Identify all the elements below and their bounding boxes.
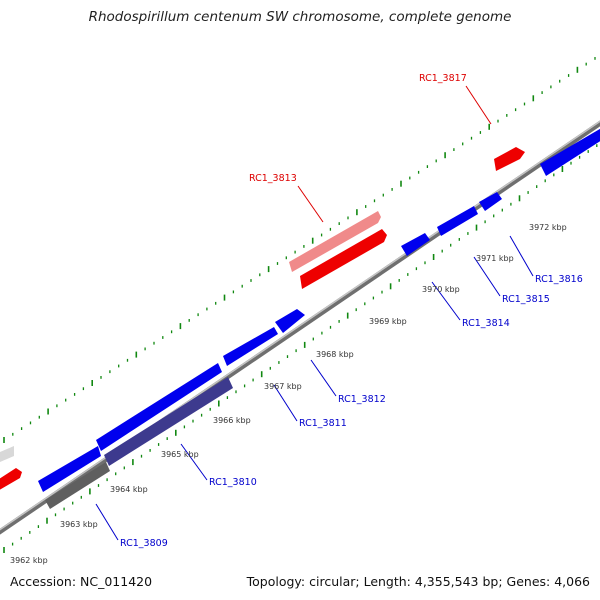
gene-rc1-3816-a[interactable] <box>479 192 502 211</box>
gene-label-rc1-3815[interactable]: RC1_3815 <box>502 294 550 305</box>
scale-label: 3962 kbp <box>10 556 48 565</box>
genome-summary-text: Topology: circular; Length: 4,355,543 bp… <box>246 574 590 589</box>
leader-line <box>95 503 119 541</box>
scale-label: 3967 kbp <box>264 382 302 391</box>
gene-rc1-3815[interactable] <box>437 206 478 236</box>
scale-labels: 3962 kbp 3963 kbp 3964 kbp 3965 kbp 3966… <box>10 223 567 565</box>
gene-rc1-3810-a[interactable] <box>38 446 101 492</box>
gene-rc1-3816-b[interactable] <box>540 126 600 176</box>
scale-label: 3970 kbp <box>422 285 460 294</box>
gene-label-rc1-3814[interactable]: RC1_3814 <box>462 318 510 329</box>
scale-label: 3963 kbp <box>60 520 98 529</box>
leader-line <box>273 384 298 422</box>
scale-label: 3972 kbp <box>529 223 567 232</box>
gene-label-rc1-3811[interactable]: RC1_3811 <box>299 418 347 429</box>
leader-line <box>431 281 461 321</box>
gene-rc1-3813-light[interactable] <box>289 211 381 272</box>
map-title: Rhodospirillum centenum SW chromosome, c… <box>88 9 512 25</box>
accession-text: Accession: NC_011420 <box>10 574 153 589</box>
gene-label-rc1-3813[interactable]: RC1_3813 <box>249 173 297 184</box>
gene-label-rc1-3816[interactable]: RC1_3816 <box>535 274 583 285</box>
leader-line <box>509 235 534 277</box>
leader-line <box>465 85 492 125</box>
forward-gene-track <box>0 147 525 492</box>
gene-label-rc1-3809[interactable]: RC1_3809 <box>120 538 168 549</box>
backbone-highlight <box>0 120 600 531</box>
gene-label-rc1-3810[interactable]: RC1_3810 <box>209 477 257 488</box>
gene-rc1-3810-dark[interactable] <box>104 377 233 466</box>
scale-label: 3969 kbp <box>369 317 407 326</box>
gene-rc1-3813[interactable] <box>300 229 387 289</box>
reverse-gene-track <box>38 126 600 509</box>
gene-feature-left-red[interactable] <box>0 468 22 492</box>
gene-rc1-3810-b[interactable] <box>96 363 222 451</box>
upper-tick-track <box>3 57 596 443</box>
gene-rc1-3809[interactable] <box>45 462 110 509</box>
leader-line <box>180 443 208 481</box>
gene-label-rc1-3812[interactable]: RC1_3812 <box>338 394 386 405</box>
leader-line <box>297 185 324 223</box>
scale-label: 3965 kbp <box>161 450 199 459</box>
gene-rc1-3811[interactable] <box>223 327 278 366</box>
gene-rc1-3812[interactable] <box>275 309 305 333</box>
scale-label: 3964 kbp <box>110 485 148 494</box>
gene-rc1-3814[interactable] <box>401 233 430 256</box>
gene-label-rc1-3817[interactable]: RC1_3817 <box>419 73 467 84</box>
backbone-line <box>0 120 600 535</box>
gene-labels: RC1_3813 RC1_3817 RC1_3809 RC1_3810 RC1_… <box>120 73 583 549</box>
scale-label: 3971 kbp <box>476 254 514 263</box>
gene-feature-left-light[interactable] <box>0 446 14 462</box>
gene-rc1-3817[interactable] <box>494 147 525 171</box>
leader-line <box>310 359 337 397</box>
lower-tick-track <box>3 144 598 553</box>
scale-label: 3966 kbp <box>213 416 251 425</box>
leader-lines <box>95 85 534 541</box>
scale-label: 3968 kbp <box>316 350 354 359</box>
leader-line <box>473 256 501 297</box>
